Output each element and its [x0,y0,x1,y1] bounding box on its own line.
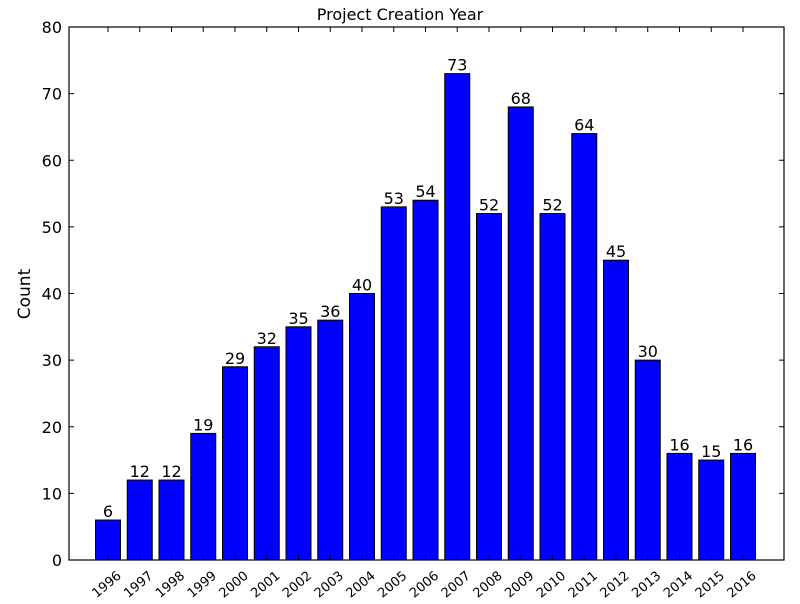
bar-2003 [317,319,344,561]
bar-2000 [222,366,248,561]
bar-1999 [190,432,217,561]
x-tick-label: 1997 [121,569,156,600]
bar-value-label: 19 [193,415,213,434]
bar-2010 [539,213,566,561]
bar-value-label: 12 [161,462,181,481]
bar-2007 [444,73,471,561]
x-tick-label: 2009 [502,569,537,600]
x-tick-label: 2000 [217,569,252,600]
bar-labels-group: 6 12 12 19 29 32 35 36 40 53 54 73 52 68 52 64 45 30 16 15 1… [103,56,753,521]
bar-value-label: 29 [225,349,245,368]
bar-value-label: 36 [320,302,340,321]
bar-1998 [158,479,185,561]
bar-value-label: 68 [511,89,531,108]
x-tick-label: 2001 [248,569,283,600]
y-tick-label: 30 [42,351,62,370]
bar-2014 [666,452,693,561]
x-tick-label: 2011 [566,569,601,600]
bar-value-label: 40 [352,276,372,295]
x-tick-label: 2006 [407,569,442,600]
y-tick-label: 50 [42,218,62,237]
bar-2013 [634,359,661,561]
chart-title: Project Creation Year [317,5,484,24]
x-tick-label: 2003 [312,569,347,600]
bar-value-label: 6 [103,502,113,521]
x-tick-label: 1998 [153,569,188,600]
x-tick-label: 2015 [693,569,728,600]
y-tick-label: 60 [42,151,62,170]
bar-2009 [507,106,534,561]
x-tick-label: 1999 [185,569,220,600]
bar-2001 [253,346,280,561]
x-tick-label: 1996 [90,569,125,600]
x-tick-label: 2008 [471,569,506,600]
bar-2005 [380,206,407,561]
y-tick-label: 80 [42,18,62,37]
x-tick-label: 2002 [280,569,315,600]
bar-1996 [95,519,121,561]
y-tick-label: 20 [42,418,62,437]
x-tick-label: 2014 [661,569,696,600]
bar-value-label: 15 [701,442,721,461]
bar-value-label: 32 [257,329,277,348]
plot-frame [68,26,785,561]
y-ticks-group: 0 10 20 30 40 50 60 70 80 [42,18,784,570]
bar-value-label: 16 [733,435,753,454]
bar-value-label: 12 [130,462,150,481]
y-axis-label: Count [15,268,35,319]
bars-group [95,73,756,561]
bar-2011 [571,133,598,561]
bar-2008 [476,213,502,561]
bar-2002 [285,326,312,561]
y-tick-label: 10 [42,484,62,503]
x-tick-label: 2007 [439,569,474,600]
bar-value-label: 45 [606,242,626,261]
bar-value-label: 52 [542,196,562,215]
x-tick-label: 2005 [375,569,410,600]
bar-value-label: 54 [415,182,435,201]
bar-value-label: 52 [479,196,499,215]
bar-2012 [603,259,629,561]
x-tick-label: 2013 [629,569,664,600]
x-tick-label: 2004 [344,569,379,600]
bar-value-label: 16 [669,435,689,454]
bar-value-label: 73 [447,56,467,75]
bar-2015 [698,459,725,561]
bar-2006 [412,199,439,561]
bar-value-label: 30 [638,342,658,361]
bar-2016 [730,452,756,561]
bar-2004 [349,293,375,561]
x-tick-label: 2016 [725,569,760,600]
bar-value-label: 53 [384,189,404,208]
bar-value-label: 64 [574,116,594,135]
x-tick-label: 2012 [598,569,633,600]
y-tick-label: 40 [42,285,62,304]
y-tick-label: 70 [42,85,62,104]
y-tick-label: 0 [52,551,62,570]
bar-value-label: 35 [288,309,308,328]
bar-1997 [126,479,153,561]
x-tick-label: 2010 [534,569,569,600]
